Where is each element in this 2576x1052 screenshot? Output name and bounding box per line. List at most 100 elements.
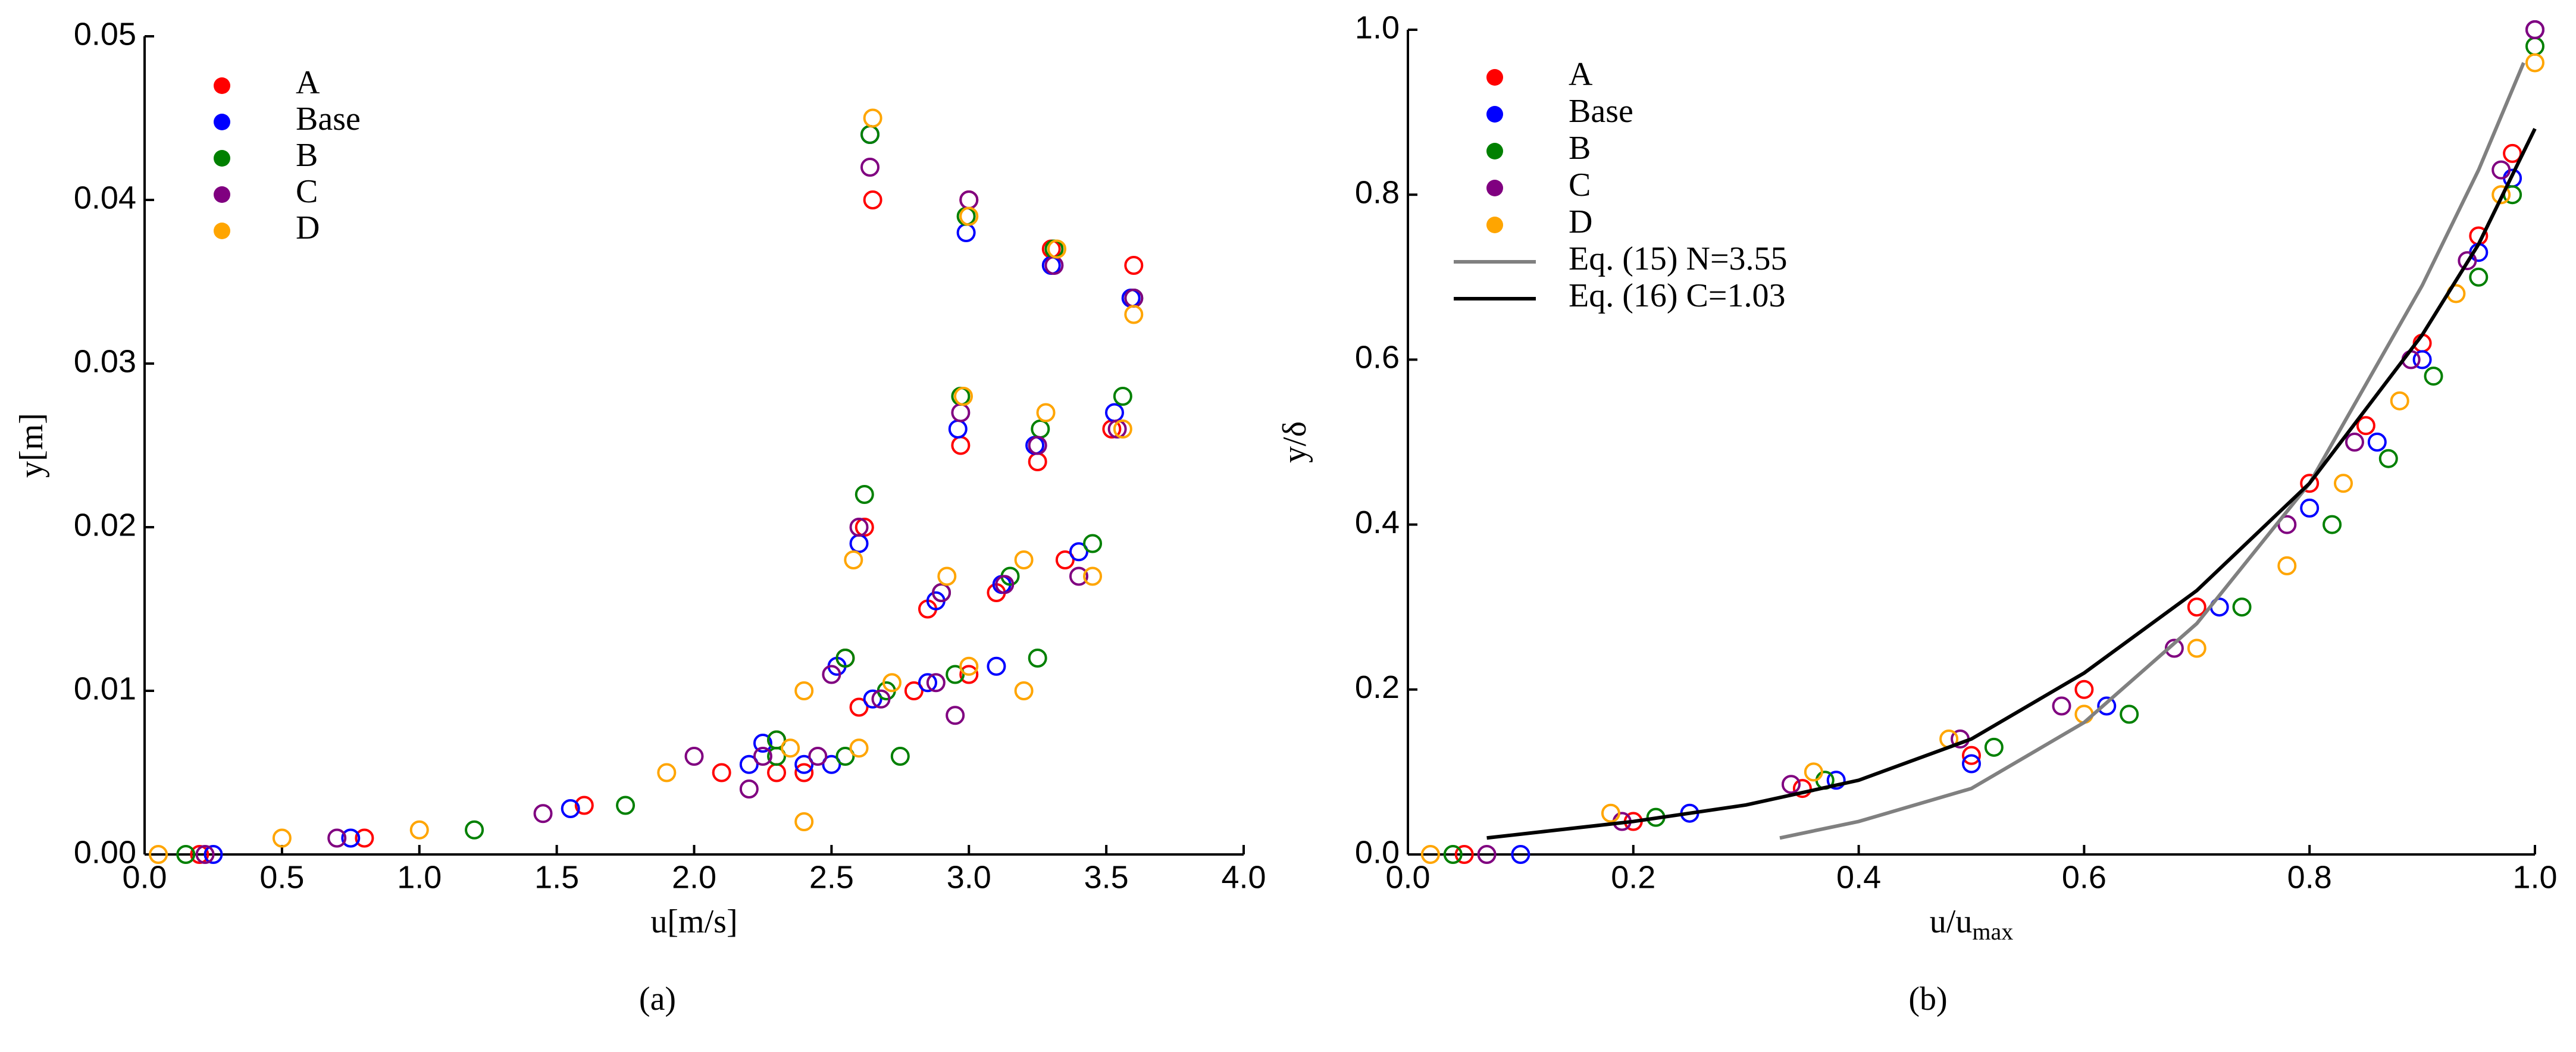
point — [863, 108, 882, 128]
point — [753, 747, 772, 766]
point — [1781, 775, 1801, 794]
panel-label: (b) — [1908, 981, 1947, 1017]
point — [2424, 367, 2443, 386]
point — [1047, 239, 1067, 259]
legend-label: B — [1569, 130, 1591, 167]
point — [1113, 387, 1132, 406]
point — [2503, 143, 2522, 163]
y-tick-label: 0.04 — [74, 180, 136, 215]
point — [1055, 550, 1075, 569]
point — [822, 665, 841, 684]
legend-label: A — [1569, 56, 1593, 93]
point — [2120, 705, 2139, 724]
point — [190, 845, 209, 864]
panel: 0.0 0.2 0.4 0.6 0.8 1.0 0.0 0.2 0.4 0.6 0.8 1.0 u/um… — [1276, 10, 2558, 1017]
point — [753, 734, 772, 753]
point — [2097, 696, 2117, 716]
legend-label: Base — [1569, 93, 1633, 130]
point — [844, 550, 863, 569]
point — [1454, 845, 1474, 864]
point — [849, 697, 869, 717]
point — [2378, 449, 2398, 468]
point — [2356, 416, 2375, 436]
point — [574, 796, 594, 815]
point — [995, 575, 1015, 594]
point — [204, 845, 223, 864]
y-tick-label: 0.01 — [74, 671, 136, 706]
point — [835, 747, 855, 766]
point — [1443, 845, 1463, 864]
point — [1028, 649, 1047, 668]
point — [932, 583, 951, 602]
point — [465, 820, 484, 840]
y-tick-label: 0.4 — [1355, 505, 1400, 540]
point — [871, 689, 891, 709]
x-tick-label: 1.5 — [534, 859, 579, 895]
point — [341, 828, 361, 848]
point — [1083, 534, 1103, 553]
point — [533, 804, 553, 824]
legend-label: C — [296, 173, 318, 210]
x-axis-label: u[m/s] — [650, 903, 737, 940]
point — [937, 566, 957, 586]
point — [2074, 680, 2094, 699]
point — [2300, 498, 2320, 518]
point — [1420, 845, 1440, 864]
point — [781, 738, 800, 758]
point — [1104, 403, 1124, 422]
point — [1036, 403, 1056, 422]
point — [855, 518, 874, 537]
point — [904, 681, 924, 700]
point — [1962, 746, 1981, 765]
point — [959, 665, 979, 684]
x-tick-label: 3.0 — [947, 859, 991, 895]
point — [849, 518, 869, 537]
point — [1031, 419, 1050, 439]
y-tick-label: 0.00 — [74, 834, 136, 870]
point — [767, 763, 787, 782]
x-tick-label: 1.0 — [397, 859, 442, 895]
panel-label: (a) — [639, 981, 676, 1017]
x-tick-label: 0.6 — [2062, 859, 2107, 895]
point — [2345, 433, 2364, 452]
point — [739, 779, 759, 799]
point — [855, 485, 874, 504]
point — [2187, 638, 2206, 658]
x-tick-label: 0.2 — [1611, 859, 1655, 895]
point — [2232, 597, 2252, 617]
point — [2492, 185, 2511, 205]
point — [1124, 256, 1144, 275]
point — [2412, 350, 2432, 370]
point — [1014, 681, 1034, 700]
y-tick-label: 0.03 — [74, 343, 136, 379]
point — [918, 673, 937, 693]
point — [794, 681, 814, 700]
legend-marker — [1486, 69, 1503, 86]
point — [863, 689, 882, 709]
point — [1107, 419, 1127, 439]
point — [195, 845, 215, 864]
point — [1477, 845, 1497, 864]
point — [808, 747, 828, 766]
legend-marker — [1486, 143, 1503, 159]
point — [2525, 36, 2544, 56]
x-axis-label-main: u[m/s] — [650, 903, 737, 940]
point — [2458, 251, 2477, 271]
point — [684, 747, 704, 766]
point — [657, 763, 677, 782]
legend-label: A — [296, 64, 320, 101]
y-tick-label: 0.8 — [1355, 174, 1400, 210]
point — [561, 799, 580, 818]
point — [926, 673, 946, 693]
legend-marker — [214, 114, 230, 130]
point — [2492, 160, 2511, 180]
point — [835, 649, 855, 668]
point — [863, 190, 882, 209]
point — [1028, 436, 1047, 455]
point — [860, 158, 880, 177]
point — [1113, 419, 1132, 439]
point — [951, 436, 971, 455]
point — [1804, 762, 1823, 782]
point — [959, 206, 979, 226]
